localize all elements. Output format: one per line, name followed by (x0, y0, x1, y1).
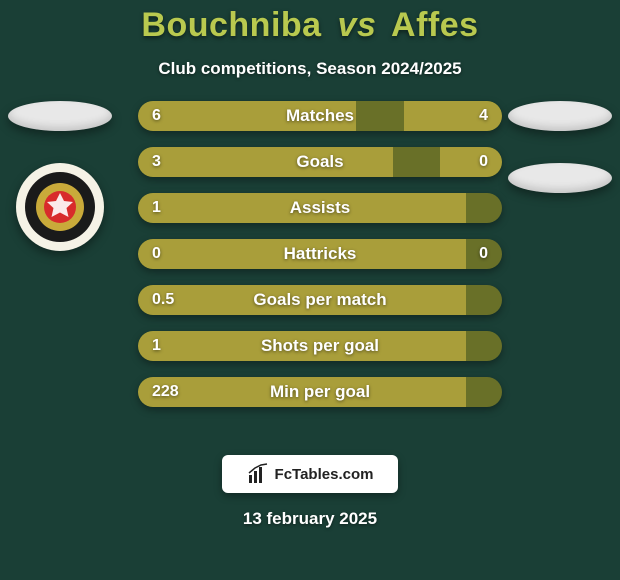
stat-value-right: 4 (465, 101, 502, 131)
right-column (500, 101, 620, 193)
stat-value-right: 0 (465, 239, 502, 269)
player2-club-placeholder (508, 163, 612, 193)
stat-value-left: 228 (138, 377, 193, 407)
stat-label: Hattricks (138, 239, 502, 269)
vs-separator: vs (338, 6, 377, 44)
body: Matches64Goals30Assists1Hattricks00Goals… (0, 101, 620, 431)
player2-flag-placeholder (508, 101, 612, 131)
stat-bars: Matches64Goals30Assists1Hattricks00Goals… (138, 101, 502, 407)
stat-label: Shots per goal (138, 331, 502, 361)
club-badge-icon (16, 163, 104, 251)
stat-value-left: 1 (138, 331, 175, 361)
stat-label: Goals per match (138, 285, 502, 315)
stat-label: Matches (138, 101, 502, 131)
player2-name: Affes (391, 6, 479, 44)
brand-badge: FcTables.com (222, 455, 398, 493)
stat-row: Goals3 0 (138, 147, 502, 177)
stat-row: Goals per match0.5 (138, 285, 502, 315)
comparison-card: Bouchniba vs Affes Club competitions, Se… (0, 0, 620, 580)
footer-date: 13 february 2025 (0, 509, 620, 529)
header: Bouchniba vs Affes Club competitions, Se… (0, 0, 620, 79)
stat-value-left: 6 (138, 101, 175, 131)
player1-club-badge (16, 163, 104, 251)
page-title: Bouchniba vs Affes (0, 6, 620, 45)
brand-chart-icon (247, 463, 269, 485)
stat-label: Assists (138, 193, 502, 223)
stat-value-left: 0 (138, 239, 175, 269)
stat-value-left: 0.5 (138, 285, 188, 315)
brand-text: FcTables.com (275, 466, 374, 483)
stat-label: Goals (138, 147, 502, 177)
player1-flag-placeholder (8, 101, 112, 131)
stat-value-left: 1 (138, 193, 175, 223)
stat-row: Shots per goal1 (138, 331, 502, 361)
stat-row: Min per goal228 (138, 377, 502, 407)
left-column (0, 101, 120, 251)
stat-value-left: 3 (138, 147, 175, 177)
stat-value-right: 0 (465, 147, 502, 177)
stat-row: Assists1 (138, 193, 502, 223)
stat-row: Hattricks0 0 (138, 239, 502, 269)
player1-name: Bouchniba (141, 6, 321, 44)
subtitle: Club competitions, Season 2024/2025 (0, 59, 620, 79)
stat-row: Matches6 4 (138, 101, 502, 131)
